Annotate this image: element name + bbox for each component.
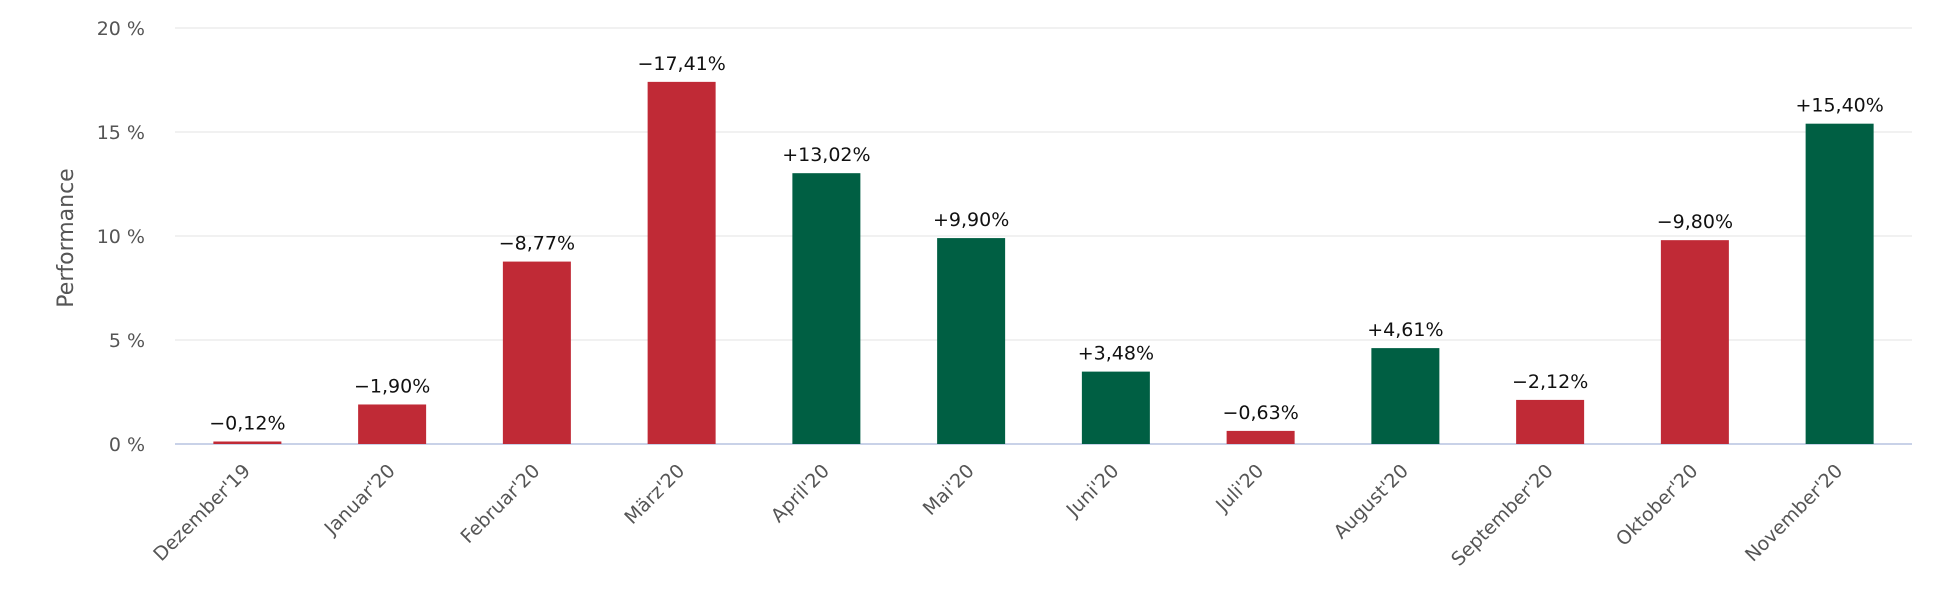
- bar-data-label: −17,41%: [637, 53, 725, 75]
- data-labels: −0,12% −1,90% −8,77% −17,41% +13,02% +9,90% +3…: [209, 53, 1884, 435]
- y-tick-label: 20 %: [97, 18, 145, 40]
- bar: [1081, 371, 1150, 444]
- x-tick-label: April'20: [767, 460, 834, 527]
- bar-data-label: −0,63%: [1222, 402, 1298, 424]
- bar: [1805, 123, 1874, 445]
- bar-data-label: −2,12%: [1512, 371, 1588, 393]
- bar-data-label: −9,80%: [1657, 211, 1733, 233]
- bar: [502, 261, 571, 444]
- y-tick-label: 5 %: [109, 330, 145, 352]
- x-tick-label: Februar'20: [456, 460, 544, 548]
- y-tick-label: 0 %: [109, 434, 145, 456]
- y-axis-title: Performance: [54, 168, 79, 307]
- bar: [1226, 430, 1295, 444]
- bars: [213, 81, 1874, 445]
- bar-data-label: +15,40%: [1795, 95, 1883, 117]
- x-tick-label: Juni'20: [1062, 460, 1124, 522]
- x-tick-label: September'20: [1447, 460, 1558, 571]
- bar: [358, 404, 427, 444]
- bar: [213, 441, 282, 444]
- bar: [1371, 348, 1440, 444]
- x-tick-label: Mai'20: [919, 460, 979, 520]
- x-tick-label: Juli'20: [1211, 460, 1268, 517]
- bar: [792, 173, 861, 444]
- x-axis-ticks: Dezember'19 Januar'20 Februar'20 März'20 Apr…: [149, 460, 1847, 571]
- bar-data-label: +3,48%: [1078, 343, 1154, 365]
- bar: [647, 81, 716, 444]
- x-tick-label: März'20: [620, 460, 689, 529]
- x-tick-label: August'20: [1330, 460, 1413, 543]
- bar-data-label: −0,12%: [209, 413, 285, 435]
- y-tick-label: 15 %: [97, 122, 145, 144]
- bar-data-label: +13,02%: [782, 144, 870, 166]
- bar-data-label: −8,77%: [499, 233, 575, 255]
- bar-data-label: +9,90%: [933, 209, 1009, 231]
- bar: [937, 238, 1006, 444]
- x-tick-label: Oktober'20: [1612, 460, 1703, 551]
- gridlines: [175, 27, 1912, 445]
- y-tick-label: 10 %: [97, 226, 145, 248]
- y-axis-ticks: 0 % 5 % 10 % 15 % 20 %: [97, 18, 145, 456]
- bar: [1516, 399, 1585, 444]
- x-tick-label: November'20: [1741, 460, 1847, 566]
- x-tick-label: Dezember'19: [149, 460, 255, 566]
- bar-data-label: −1,90%: [354, 375, 430, 397]
- bar-data-label: +4,61%: [1367, 319, 1443, 341]
- bar: [1660, 240, 1729, 444]
- x-tick-label: Januar'20: [320, 460, 400, 540]
